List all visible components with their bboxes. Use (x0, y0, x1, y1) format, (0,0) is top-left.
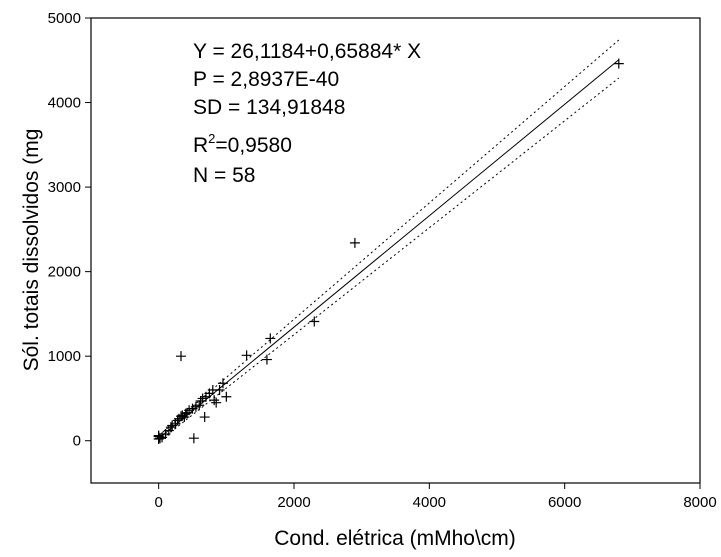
x-tick-label: 8000 (683, 494, 716, 511)
point (175, 351, 186, 362)
point (309, 316, 320, 327)
point (221, 391, 232, 402)
point (199, 412, 210, 423)
point (209, 395, 220, 406)
point (613, 58, 624, 69)
r2-base: R (193, 134, 208, 157)
point (195, 395, 206, 406)
y-tick-label: 4000 (48, 95, 81, 112)
annotation: R2=0,9580 (193, 131, 292, 157)
lower-band (158, 77, 620, 442)
y-axis-label: Sól. totais dissolvidos (mg (20, 129, 43, 372)
r2-value: =0,9580 (215, 134, 292, 157)
r2-sup: 2 (208, 131, 215, 146)
point (211, 397, 222, 408)
annotation: P = 2,8937E-40 (193, 68, 339, 91)
point (155, 433, 166, 444)
upper-band (158, 39, 620, 437)
annotation: SD = 134,91848 (193, 96, 345, 119)
annotation: Y = 26,1184+0,65884* X (193, 40, 421, 63)
x-axis-label: Cond. elétrica (mMho\cm) (274, 527, 516, 550)
y-tick-label: 0 (73, 433, 81, 450)
x-tick-label: 0 (154, 494, 162, 511)
point (214, 385, 225, 395)
point (217, 378, 228, 389)
x-tick-label: 6000 (548, 494, 581, 511)
point (194, 400, 205, 411)
x-tick-label: 4000 (413, 494, 446, 511)
y-tick-label: 5000 (48, 10, 81, 27)
y-tick-label: 1000 (48, 348, 81, 365)
point (182, 407, 193, 418)
annotation: N = 58 (193, 164, 255, 187)
point (261, 354, 272, 365)
point (265, 333, 276, 344)
y-tick-label: 2000 (48, 264, 81, 281)
y-tick-label: 3000 (48, 179, 81, 196)
fit-line (158, 59, 620, 439)
point (188, 433, 199, 444)
x-tick-label: 2000 (277, 494, 310, 511)
plot-frame (90, 17, 701, 484)
point (349, 237, 360, 248)
point (241, 350, 252, 361)
